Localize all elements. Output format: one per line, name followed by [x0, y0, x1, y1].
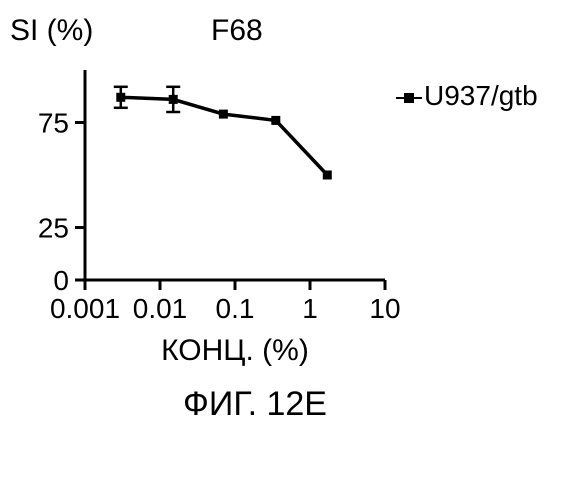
legend-label: U937/gtb	[424, 80, 538, 111]
y-tick-label: 0	[53, 265, 69, 296]
x-tick-label: 0.001	[50, 293, 120, 324]
y-tick-label: 75	[38, 108, 69, 139]
line-chart: 0 25 75 0.001 0.01 0.1 1 10 SI (%) F68 U937/gtb КОН…	[0, 0, 568, 500]
series-line	[121, 97, 327, 175]
x-axis-label: КОНЦ. (%)	[161, 334, 309, 367]
y-tick-label: 25	[38, 213, 69, 244]
data-marker	[116, 93, 125, 102]
x-tick-label: 0.1	[216, 293, 255, 324]
x-tick-label: 10	[369, 293, 400, 324]
data-marker	[169, 95, 178, 104]
y-axis-label: SI (%)	[10, 14, 93, 47]
data-marker	[271, 116, 280, 125]
data-marker	[323, 171, 332, 180]
data-marker	[219, 110, 228, 119]
figure-caption: ФИГ. 12E	[183, 385, 327, 423]
x-tick-label: 1	[302, 293, 318, 324]
x-tick-label: 0.01	[133, 293, 188, 324]
chart-container: { "chart": { "type": "line", "title": "F…	[0, 0, 568, 500]
chart-title: F68	[211, 14, 263, 47]
